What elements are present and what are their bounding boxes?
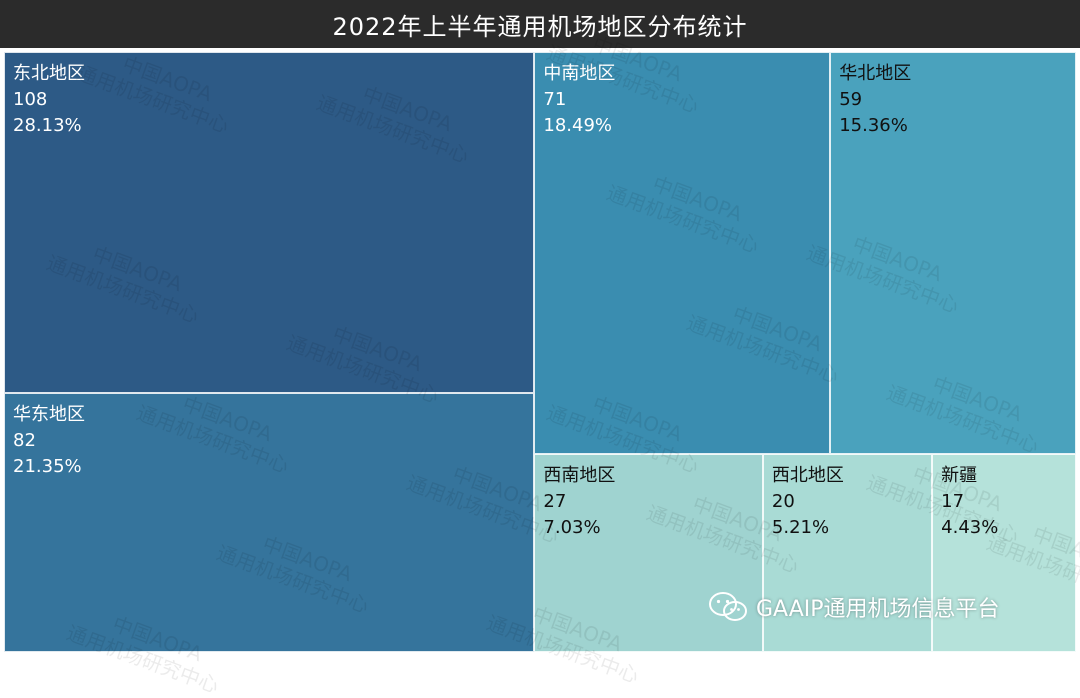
- tile-region-name: 新疆: [941, 465, 978, 487]
- tile-value: 17: [941, 491, 965, 513]
- tile-region-name: 华东地区: [13, 404, 85, 426]
- treemap: 东北地区 108 28.13% 华东地区 82 21.35% 中南地区 71 18.49% 华北地…: [0, 32, 1080, 698]
- brand-watermark: GAAIP通用机场信息平台: [708, 590, 1000, 624]
- tile-value: 71: [543, 89, 567, 110]
- tile-label-huabei: 华北地区 59 15.36%: [839, 61, 911, 139]
- treemap-tile-zhongnan: 中南地区 71 18.49%: [534, 52, 831, 455]
- treemap-tile-xibei: 西北地区 20 5.21%: [762, 454, 933, 652]
- treemap-tile-xinan: 西南地区 27 7.03%: [534, 454, 763, 652]
- treemap-tile-xinjiang: 新疆 17 4.43%: [932, 454, 1076, 652]
- tile-value: 82: [13, 430, 36, 452]
- tile-percent: 18.49%: [543, 115, 613, 136]
- tile-label-xinjiang: 新疆 17 4.43%: [941, 463, 998, 541]
- tile-region-name: 西北地区: [771, 465, 844, 487]
- tile-percent: 7.03%: [543, 517, 601, 539]
- tile-value: 108: [13, 89, 48, 110]
- wechat-icon: [708, 590, 748, 624]
- treemap-tile-huabei: 华北地区 59 15.36%: [830, 52, 1076, 455]
- tile-label-zhongnan: 中南地区 71 18.49%: [543, 61, 615, 139]
- tile-region-name: 中南地区: [543, 63, 616, 84]
- tile-value: 27: [543, 491, 567, 513]
- tile-label-xinan: 西南地区 27 7.03%: [543, 463, 615, 541]
- tile-region-name: 西南地区: [543, 465, 616, 487]
- tile-value: 59: [839, 89, 863, 110]
- tile-percent: 5.21%: [771, 517, 830, 539]
- tile-region-name: 东北地区: [13, 63, 85, 84]
- tile-value: 20: [771, 491, 795, 513]
- tile-percent: 4.43%: [941, 517, 999, 539]
- tile-region-name: 华北地区: [839, 63, 912, 84]
- treemap-tile-huadong: 华东地区 82 21.35%: [4, 393, 535, 652]
- brand-text: GAAIP通用机场信息平台: [756, 597, 1000, 622]
- tile-percent: 28.13%: [13, 115, 82, 136]
- tile-percent: 21.35%: [13, 456, 82, 478]
- chart-title: 2022年上半年通用机场地区分布统计: [0, 0, 1080, 48]
- tile-percent: 15.36%: [839, 115, 908, 136]
- tile-label-xibei: 西北地区 20 5.21%: [772, 463, 844, 541]
- tile-label-huadong: 华东地区 82 21.35%: [13, 402, 85, 480]
- treemap-tile-dongbei: 东北地区 108 28.13%: [4, 52, 535, 394]
- tile-label-dongbei: 东北地区 108 28.13%: [13, 61, 85, 139]
